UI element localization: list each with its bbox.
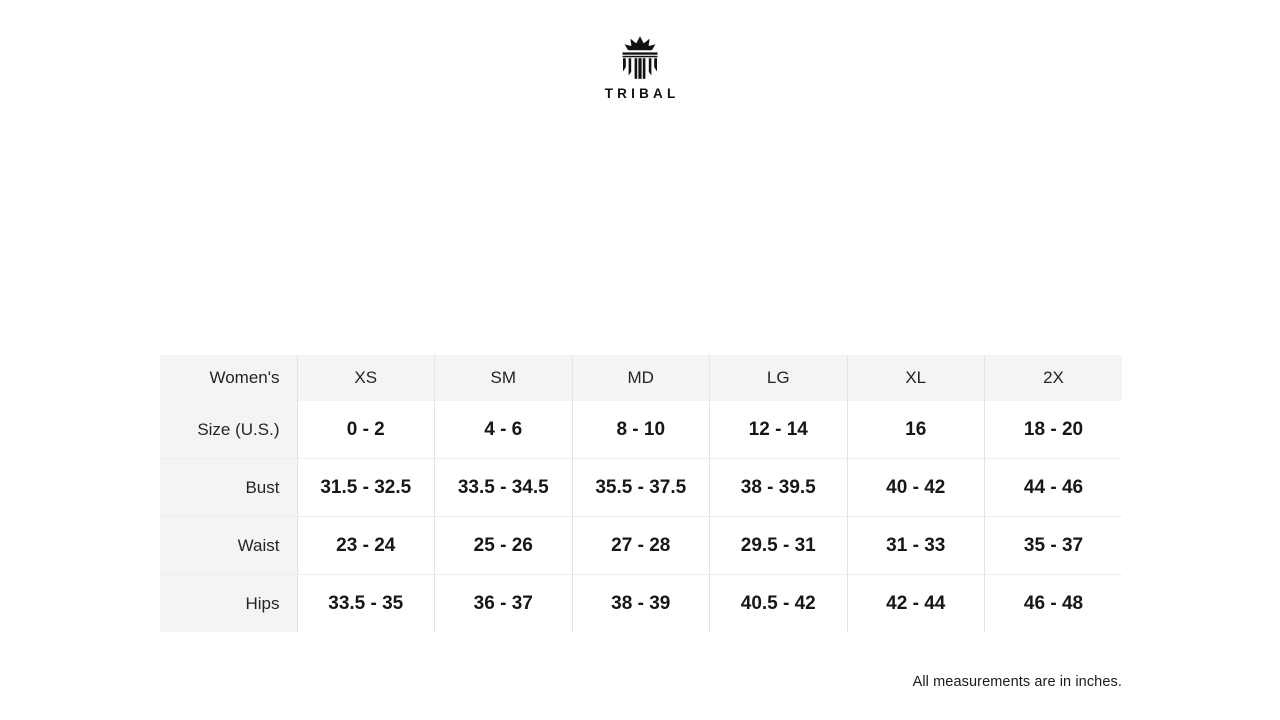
cell-hips-sm: 36 - 37 — [434, 574, 573, 632]
cell-waist-xs: 23 - 24 — [297, 516, 435, 575]
row-header-bust: Bust — [160, 458, 298, 517]
column-header-sm: SM — [434, 355, 573, 401]
row-header-hips: Hips — [160, 574, 298, 632]
column-header-2x: 2X — [984, 355, 1122, 401]
table-header: Women's XS SM MD LG XL 2X — [160, 355, 1122, 401]
cell-size-2x: 18 - 20 — [984, 401, 1122, 459]
cell-bust-lg: 38 - 39.5 — [709, 458, 848, 517]
cell-waist-md: 27 - 28 — [572, 516, 710, 575]
column-header-md: MD — [572, 355, 710, 401]
cell-bust-xl: 40 - 42 — [847, 458, 985, 517]
column-header-xs: XS — [297, 355, 435, 401]
brand-wordmark: TRIBAL — [604, 86, 680, 101]
cell-bust-sm: 33.5 - 34.5 — [434, 458, 573, 517]
cell-waist-2x: 35 - 37 — [984, 516, 1122, 575]
cell-size-xs: 0 - 2 — [297, 401, 435, 459]
cell-hips-md: 38 - 39 — [572, 574, 710, 632]
cell-size-lg: 12 - 14 — [709, 401, 848, 459]
cell-size-md: 8 - 10 — [572, 401, 710, 459]
table-row: Waist 23 - 24 25 - 26 27 - 28 29.5 - 31 … — [160, 516, 1122, 575]
cell-hips-xl: 42 - 44 — [847, 574, 985, 632]
table-body: Size (U.S.) 0 - 2 4 - 6 8 - 10 12 - 14 1… — [160, 401, 1122, 632]
header-row: Women's XS SM MD LG XL 2X — [160, 355, 1122, 401]
cell-bust-md: 35.5 - 37.5 — [572, 458, 710, 517]
size-chart: Women's XS SM MD LG XL 2X Size (U.S.) 0 … — [160, 355, 1122, 632]
cell-size-sm: 4 - 6 — [434, 401, 573, 459]
table-row: Bust 31.5 - 32.5 33.5 - 34.5 35.5 - 37.5… — [160, 458, 1122, 517]
column-header-lg: LG — [709, 355, 848, 401]
cell-bust-xs: 31.5 - 32.5 — [297, 458, 435, 517]
table-row: Size (U.S.) 0 - 2 4 - 6 8 - 10 12 - 14 1… — [160, 401, 1122, 459]
cell-waist-lg: 29.5 - 31 — [709, 516, 848, 575]
measurement-units-note: All measurements are in inches. — [912, 674, 1122, 690]
brand-logo: TRIBAL — [0, 34, 1280, 101]
column-header-category: Women's — [160, 355, 298, 401]
table-row: Hips 33.5 - 35 36 - 37 38 - 39 40.5 - 42… — [160, 574, 1122, 632]
cell-bust-2x: 44 - 46 — [984, 458, 1122, 517]
row-header-waist: Waist — [160, 516, 298, 575]
cell-size-xl: 16 — [847, 401, 985, 459]
cell-waist-xl: 31 - 33 — [847, 516, 985, 575]
size-chart-table: Women's XS SM MD LG XL 2X Size (U.S.) 0 … — [160, 355, 1122, 632]
row-header-size: Size (U.S.) — [160, 401, 298, 459]
cell-waist-sm: 25 - 26 — [434, 516, 573, 575]
cell-hips-2x: 46 - 48 — [1023, 592, 1084, 614]
cell-hips-lg: 40.5 - 42 — [709, 574, 848, 632]
column-header-xl: XL — [847, 355, 985, 401]
crown-trident-icon — [622, 36, 658, 79]
cell-hips-xs: 33.5 - 35 — [297, 574, 435, 632]
